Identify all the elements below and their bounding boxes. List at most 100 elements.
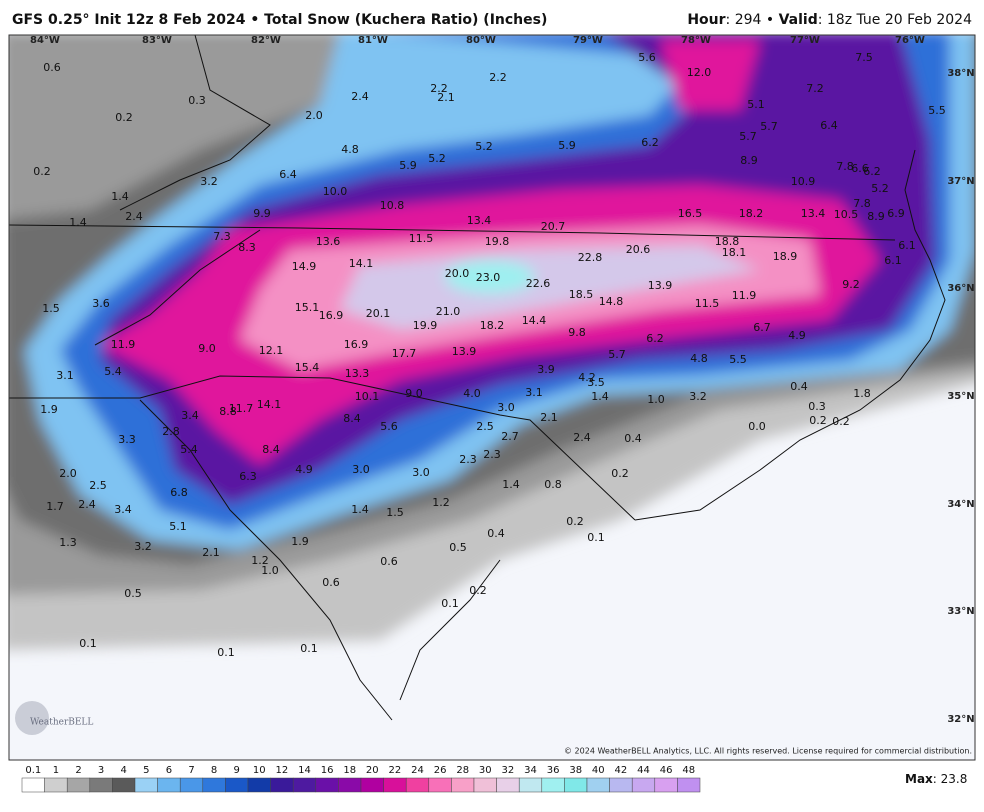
snow-amount-label: 19.8 xyxy=(485,235,510,248)
copyright: © 2024 WeatherBELL Analytics, LLC. All r… xyxy=(564,747,972,756)
latitude-label: 36°N xyxy=(947,283,974,294)
snow-amount-label: 14.8 xyxy=(599,295,624,308)
snow-amount-label: 4.9 xyxy=(788,329,806,342)
snow-amount-label: 10.1 xyxy=(355,390,380,403)
snow-amount-label: 0.1 xyxy=(217,646,235,659)
snow-amount-label: 22.8 xyxy=(578,251,603,264)
snow-amount-label: 2.3 xyxy=(483,448,501,461)
snow-amount-label: 6.2 xyxy=(863,165,881,178)
snow-amount-label: 1.4 xyxy=(351,503,369,516)
latitude-label: 32°N xyxy=(947,714,974,725)
snow-amount-label: 2.4 xyxy=(351,90,369,103)
colorbar-label: 28 xyxy=(456,765,469,776)
longitude-label: 81°W xyxy=(358,35,388,46)
snow-amount-label: 14.4 xyxy=(522,314,547,327)
colorbar-label: 12 xyxy=(276,765,289,776)
snow-amount-label: 11.7 xyxy=(229,402,254,415)
snow-amount-label: 8.3 xyxy=(238,241,256,254)
snow-amount-label: 0.2 xyxy=(33,165,51,178)
snow-amount-label: 1.7 xyxy=(46,500,64,513)
snow-amount-label: 7.3 xyxy=(213,230,231,243)
colorbar-label: 34 xyxy=(524,765,537,776)
colorbar-label: 22 xyxy=(389,765,402,776)
snow-amount-label: 5.1 xyxy=(747,98,765,111)
snow-amount-label: 13.4 xyxy=(801,207,826,220)
snow-amount-label: 14.1 xyxy=(257,398,282,411)
snow-amount-label: 5.5 xyxy=(729,353,747,366)
colorbar-swatch xyxy=(564,777,588,793)
colorbar-label: 38 xyxy=(569,765,582,776)
snow-amount-label: 3.1 xyxy=(525,386,543,399)
snow-amount-label: 6.4 xyxy=(279,168,297,181)
snow-amount-label: 9.0 xyxy=(405,387,423,400)
snow-amount-label: 6.9 xyxy=(887,207,905,220)
latitude-label: 35°N xyxy=(947,391,974,402)
snow-amount-label: 16.5 xyxy=(678,207,703,220)
colorbar-label: 30 xyxy=(479,765,492,776)
colorbar-swatch xyxy=(654,777,678,793)
colorbar-label: 46 xyxy=(660,765,673,776)
longitude-label: 84°W xyxy=(30,35,60,46)
colorbar-swatch xyxy=(202,777,226,793)
snow-amount-label: 5.7 xyxy=(608,348,626,361)
snow-amount-label: 0.6 xyxy=(380,555,398,568)
snow-amount-label: 6.1 xyxy=(898,239,916,252)
snow-amount-label: 1.4 xyxy=(69,216,87,229)
snow-amount-label: 4.8 xyxy=(690,352,708,365)
snow-amount-label: 12.1 xyxy=(259,344,284,357)
snow-amount-label: 0.6 xyxy=(43,61,61,74)
snow-amount-label: 10.8 xyxy=(380,199,405,212)
colorbar-label: 40 xyxy=(592,765,605,776)
snow-field xyxy=(9,35,975,650)
colorbar-label: 32 xyxy=(502,765,515,776)
snow-amount-label: 13.9 xyxy=(452,345,477,358)
snow-amount-label: 2.4 xyxy=(78,498,96,511)
snow-amount-label: 1.4 xyxy=(591,390,609,403)
snow-amount-label: 9.0 xyxy=(198,342,216,355)
snow-amount-label: 13.4 xyxy=(467,214,492,227)
latitude-label: 37°N xyxy=(947,176,974,187)
snow-amount-label: 1.5 xyxy=(386,506,404,519)
snow-amount-label: 16.9 xyxy=(319,309,344,322)
colorbar-swatch xyxy=(21,777,45,793)
colorbar-label: 48 xyxy=(682,765,695,776)
snow-amount-label: 0.2 xyxy=(566,515,584,528)
borders xyxy=(9,35,946,721)
snow-amount-label: 2.1 xyxy=(437,91,455,104)
snow-amount-label: 5.6 xyxy=(380,420,398,433)
snow-amount-label: 3.5 xyxy=(587,376,605,389)
snow-amount-label: 18.8 xyxy=(715,235,740,248)
latitude-label: 33°N xyxy=(947,606,974,617)
colorbar-swatch xyxy=(405,777,430,793)
colorbar-label: 26 xyxy=(434,765,447,776)
snow-amount-label: 6.2 xyxy=(641,136,659,149)
snow-amount-label: 5.7 xyxy=(739,130,757,143)
longitude-label: 80°W xyxy=(466,35,496,46)
colorbar-swatch xyxy=(473,777,497,793)
snow-amount-label: 3.2 xyxy=(200,175,218,188)
colorbar-label: 5 xyxy=(143,765,149,776)
snow-amount-label: 18.2 xyxy=(480,319,505,332)
snow-amount-label: 8.4 xyxy=(262,443,280,456)
snow-amount-label: 20.7 xyxy=(541,220,566,233)
colorbar-label: 6 xyxy=(166,765,172,776)
snow-amount-label: 3.2 xyxy=(689,390,707,403)
snow-amount-label: 8.8 xyxy=(219,405,237,418)
snow-amount-label: 2.2 xyxy=(430,82,448,95)
snow-amount-label: 2.3 xyxy=(459,453,477,466)
snow-amount-label: 5.4 xyxy=(104,365,122,378)
snow-amount-label: 5.6 xyxy=(638,51,656,64)
colorbar-swatch xyxy=(428,777,452,793)
colorbar-swatch xyxy=(518,777,543,793)
snow-amount-label: 13.3 xyxy=(345,367,370,380)
longitude-label: 83°W xyxy=(142,35,172,46)
snow-amount-label: 8.9 xyxy=(740,154,758,167)
colorbar-swatch xyxy=(338,777,362,793)
snow-amount-label: 3.0 xyxy=(412,466,430,479)
snow-amount-label: 1.0 xyxy=(647,393,665,406)
colorbar-label: 8 xyxy=(211,765,217,776)
colorbar-swatch xyxy=(225,777,249,793)
snow-amount-label: 6.6 xyxy=(851,162,869,175)
colorbar-swatch xyxy=(89,777,113,793)
snow-amount-label: 7.8 xyxy=(836,160,854,173)
